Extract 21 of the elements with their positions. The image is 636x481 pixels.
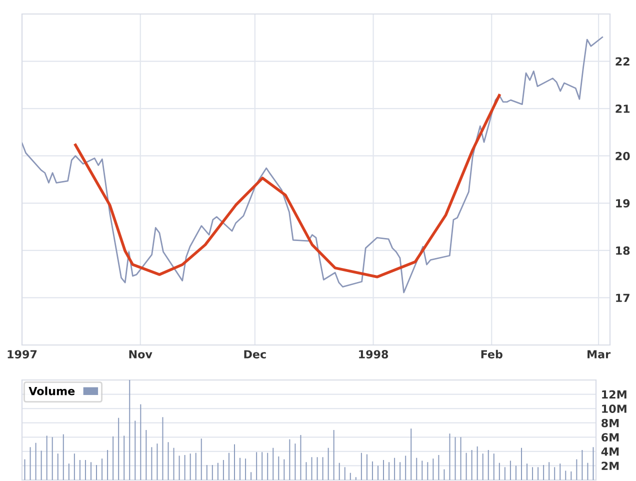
y-tick-label: 22 — [616, 57, 630, 66]
line-series — [22, 36, 604, 294]
line-series — [74, 94, 501, 278]
y-tick-label: 12M — [602, 390, 626, 399]
y-tick-label: 8M — [602, 418, 619, 428]
y-tick-label: 18 — [616, 246, 630, 255]
x-tick-label: Nov — [129, 350, 152, 358]
x-tick-label: Feb — [481, 350, 502, 358]
y-tick-label: 17 — [616, 294, 630, 302]
y-tick-label: 19 — [616, 199, 630, 208]
x-tick-label: Mar — [588, 350, 611, 358]
y-tick-label: 2M — [602, 462, 619, 470]
y-tick-label: 21 — [616, 104, 630, 113]
x-tick-label: 1998 — [359, 350, 388, 358]
legend-label: Volume — [28, 386, 75, 396]
y-tick-label: 6M — [602, 433, 619, 442]
x-tick-label: 1997 — [8, 350, 37, 358]
x-tick-label: Dec — [244, 350, 266, 358]
y-tick-label: 4M — [601, 448, 619, 456]
y-tick-label: 20 — [616, 152, 630, 160]
y-tick-label: 10M — [602, 404, 626, 413]
